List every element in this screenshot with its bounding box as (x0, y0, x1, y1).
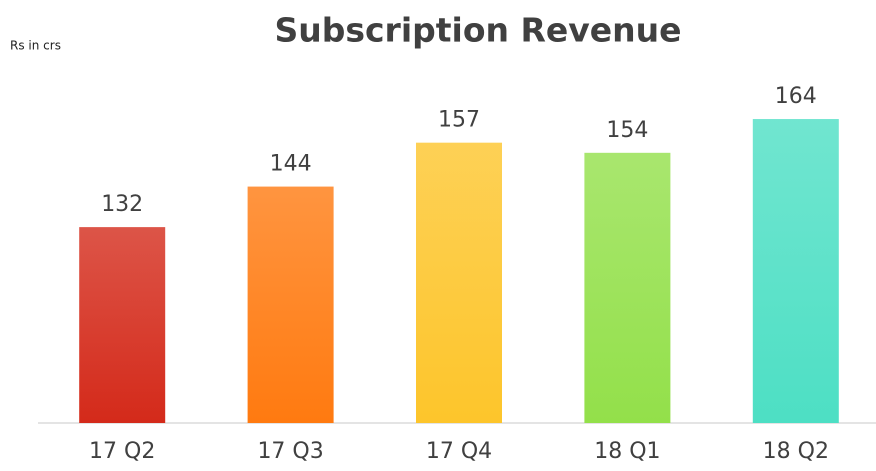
bar (247, 186, 334, 423)
chart-title: Subscription Revenue (274, 11, 681, 50)
value-label: 132 (101, 192, 143, 217)
bar (416, 142, 502, 423)
value-label: 164 (775, 84, 817, 109)
unit-label: Rs in crs (10, 39, 61, 53)
bar (584, 152, 671, 423)
bar (79, 227, 166, 423)
x-tick-label: 18 Q1 (594, 439, 660, 464)
value-label: 154 (606, 118, 648, 143)
x-tick-label: 17 Q2 (89, 439, 155, 464)
x-tick-label: 17 Q3 (257, 439, 323, 464)
x-tick-label: 17 Q4 (426, 439, 492, 464)
x-tick-label: 18 Q2 (763, 439, 829, 464)
bar (752, 119, 839, 424)
value-label: 144 (270, 152, 312, 177)
value-label: 157 (438, 108, 480, 133)
